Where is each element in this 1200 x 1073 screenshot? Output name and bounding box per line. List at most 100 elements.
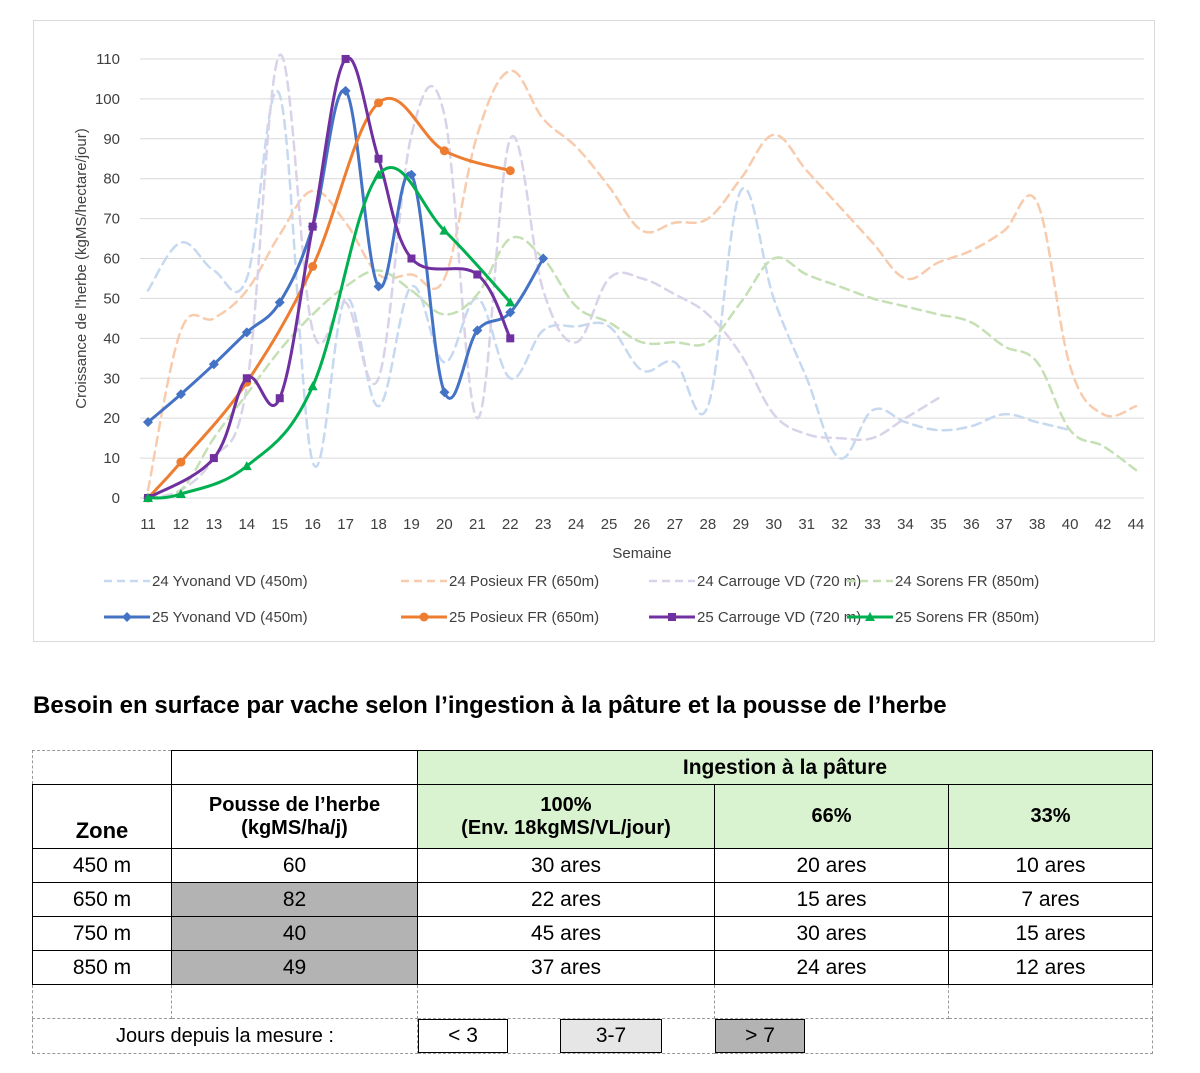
chart-container: 0 10 20 30 40 50 60 70 80 90 100 110 11 12 13 14 15 16 17 1… (33, 20, 1155, 642)
pousse-cell: 60 (171, 848, 418, 883)
data-point-25-posieux-fr-650m (308, 262, 318, 272)
x-tick-label: 28 (700, 516, 717, 533)
y-tick-label: 100 (95, 91, 120, 108)
x-tick-label: 19 (403, 516, 420, 533)
col-100-line2: (Env. 18kgMS/VL/jour) (461, 816, 671, 839)
x-tick-label: 24 (568, 516, 585, 533)
col-100-header: 100% (Env. 18kgMS/VL/jour) (417, 784, 715, 849)
x-tick-label: 40 (1062, 516, 1079, 533)
x-tick-label: 29 (732, 516, 749, 533)
x-tick-label: 12 (173, 516, 190, 533)
data-point-25-sorens-fr-850m (307, 381, 318, 391)
data-point-25-yvonand-vd-450m (505, 307, 516, 318)
area-100-cell: 37 ares (417, 950, 715, 985)
area-33-cell: 7 ares (948, 882, 1153, 917)
empty-cell (948, 984, 1153, 1019)
data-point-25-yvonand-vd-450m (472, 325, 483, 336)
y-tick-label: 20 (103, 410, 120, 427)
empty-cell (32, 750, 172, 785)
table-row: 850 m 49 37 ares 24 ares 12 ares (32, 950, 1153, 985)
legend-label-24-yvonand-vd-450m: 24 Yvonand VD (450m) (152, 573, 308, 590)
series-line-25-posieux-fr-650m (146, 96, 512, 500)
y-tick-label: 80 (103, 171, 120, 188)
series-line-24-posieux-fr-650m (146, 69, 1138, 492)
data-point-25-yvonand-vd-450m (143, 417, 153, 428)
x-tick-label: 13 (206, 516, 223, 533)
data-point-25-yvonand-vd-450m (340, 85, 351, 96)
legend-label-24-posieux-fr-650m: 24 Posieux FR (650m) (449, 573, 599, 590)
legend-marker-25-sorens-fr-850m (865, 612, 875, 621)
pousse-header-line2: (kgMS/ha/j) (241, 816, 348, 839)
x-axis-title: Semaine (612, 545, 671, 562)
x-tick-label: 42 (1095, 516, 1112, 533)
area-33-cell: 10 ares (948, 848, 1153, 883)
area-66-cell: 24 ares (714, 950, 949, 985)
data-point-25-carrouge-vd-720-m (275, 394, 284, 403)
legend-marker-25-carrouge-vd-720-m (668, 613, 676, 621)
table-title: Besoin en surface par vache selon l’inge… (33, 692, 947, 719)
legend-label-25-sorens-fr-850m: 25 Sorens FR (850m) (895, 609, 1039, 626)
y-tick-label: 60 (103, 251, 120, 268)
pousse-header: Pousse de l’herbe (kgMS/ha/j) (171, 784, 418, 849)
table-header-row-1: Ingestion à la pâture (32, 750, 1153, 785)
series-line-24-sorens-fr-850m (146, 235, 1138, 500)
legend-label-25-posieux-fr-650m: 25 Posieux FR (650m) (449, 609, 599, 626)
x-tick-label: 22 (502, 516, 519, 533)
zone-header: Zone (32, 784, 172, 849)
x-tick-label: 36 (963, 516, 980, 533)
x-tick-label: 30 (765, 516, 782, 533)
x-tick-label: 16 (304, 516, 321, 533)
data-point-25-yvonand-vd-450m (175, 389, 186, 400)
x-tick-label: 15 (271, 516, 288, 533)
y-tick-label: 0 (112, 490, 120, 507)
zone-cell: 450 m (32, 848, 172, 883)
series-line-24-yvonand-vd-450m (146, 89, 1072, 468)
series-line-24-carrouge-vd-720-m (146, 53, 940, 500)
legend-label-25-yvonand-vd-450m: 25 Yvonand VD (450m) (152, 609, 308, 626)
data-point-25-carrouge-vd-720-m (473, 270, 482, 279)
empty-cell (714, 984, 949, 1019)
data-point-25-yvonand-vd-450m (406, 169, 417, 180)
x-tick-label: 20 (436, 516, 453, 533)
legend-gt7: > 7 (715, 1019, 805, 1053)
table-row: 650 m 82 22 ares 15 ares 7 ares (32, 882, 1153, 917)
pousse-header-line1: Pousse de l’herbe (208, 793, 381, 816)
area-100-cell: 22 ares (417, 882, 715, 917)
x-tick-label: 32 (831, 516, 848, 533)
y-tick-label: 110 (96, 51, 120, 68)
legend-label-24-sorens-fr-850m: 24 Sorens FR (850m) (895, 573, 1039, 590)
freshness-legend-row: Jours depuis la mesure : < 3 3-7 > 7 (32, 1018, 1153, 1054)
x-tick-label: 18 (370, 516, 387, 533)
data-point-25-yvonand-vd-450m (208, 359, 219, 370)
data-point-25-yvonand-vd-450m (373, 281, 384, 292)
x-tick-label: 23 (535, 516, 552, 533)
area-66-cell: 15 ares (714, 882, 949, 917)
ingestion-header: Ingestion à la pâture (417, 750, 1153, 785)
x-tick-label: 33 (864, 516, 881, 533)
legend-3-7: 3-7 (560, 1019, 662, 1053)
data-point-25-sorens-fr-850m (439, 225, 450, 235)
x-tick-label: 26 (634, 516, 651, 533)
data-point-25-yvonand-vd-450m (241, 327, 252, 338)
y-axis-title: Croissance de l'herbe (kgMS/hectare/jour… (73, 128, 90, 409)
x-tick-label: 27 (667, 516, 684, 533)
series-line-25-yvonand-vd-450m (146, 88, 545, 424)
pousse-cell: 49 (171, 950, 418, 985)
x-tick-label: 37 (996, 516, 1013, 533)
col-100-line1: 100% (540, 793, 592, 816)
data-point-25-carrouge-vd-720-m (506, 334, 515, 343)
data-point-25-carrouge-vd-720-m (374, 154, 383, 163)
freshness-legend-label: Jours depuis la mesure : (32, 1018, 418, 1054)
data-point-25-carrouge-vd-720-m (308, 222, 317, 231)
area-33-cell: 15 ares (948, 916, 1153, 951)
data-point-25-sorens-fr-850m (373, 169, 384, 179)
area-33-cell: 12 ares (948, 950, 1153, 985)
area-100-cell: 45 ares (417, 916, 715, 951)
x-tick-label: 14 (238, 516, 255, 533)
col-33-header: 33% (948, 784, 1153, 849)
data-point-25-sorens-fr-850m (241, 461, 252, 471)
legend-label-25-carrouge-vd-720-m: 25 Carrouge VD (720 m) (697, 609, 861, 626)
area-100-cell: 30 ares (417, 848, 715, 883)
data-point-25-posieux-fr-650m (439, 146, 449, 156)
pousse-cell: 40 (171, 916, 418, 951)
